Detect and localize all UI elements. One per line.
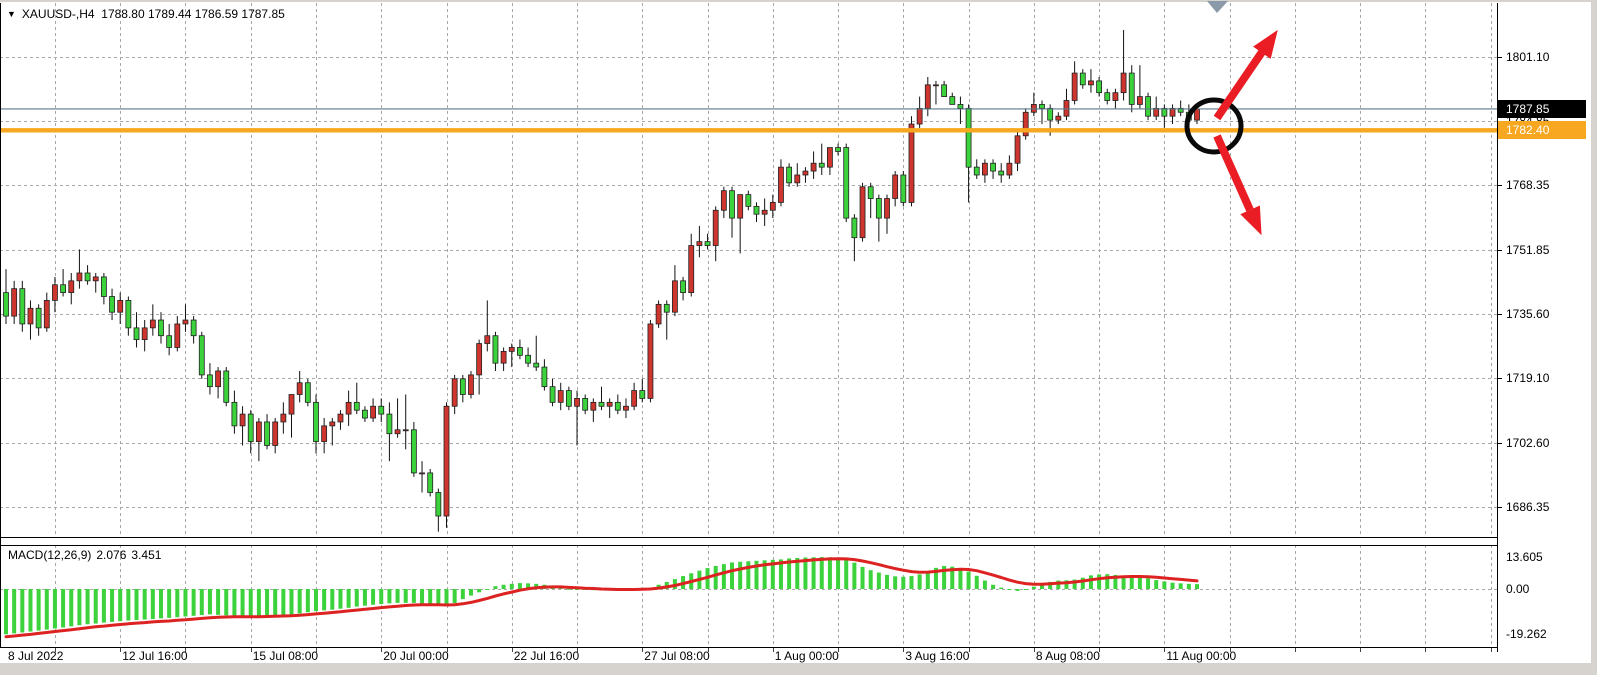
symbol-dropdown-icon: ▼	[7, 9, 16, 19]
macd-indicator-label: MACD(12,26,9) 2.076 3.451	[8, 548, 166, 562]
macd-main-value: 2.076	[96, 548, 127, 562]
time-axis-label: 12 Jul 16:00	[122, 649, 188, 663]
macd-axis-label: 0.00	[1506, 582, 1530, 596]
chart-shift-marker-icon	[1207, 1, 1228, 13]
macd-axis-label: -19.262	[1506, 627, 1547, 642]
macd-axis-label: 13.605	[1506, 550, 1543, 565]
highlight-circle-annotation[interactable]	[1184, 97, 1244, 155]
ohlc-values-label: 1788.80 1789.44 1786.59 1787.85	[101, 7, 285, 21]
current-price-tag: 1787.85	[1498, 99, 1586, 118]
price-axis-label: 1735.60	[1506, 306, 1550, 321]
time-axis-label: 22 Jul 16:00	[513, 649, 580, 663]
symbol-period-label: XAUUSD-,H4	[21, 7, 95, 21]
candles-layer	[3, 29, 1200, 532]
chart-frame	[0, 3, 1502, 652]
price-axis-label: 1719.10	[1506, 371, 1550, 386]
price-axis-label: 1801.10	[1506, 50, 1550, 64]
time-axis-label: 15 Jul 08:00	[252, 649, 319, 663]
up-arrow-annotation[interactable]	[1213, 29, 1278, 121]
down-arrow-annotation[interactable]	[1213, 134, 1262, 236]
time-axis-label: 27 Jul 08:00	[644, 649, 710, 663]
price-axis-label: 1702.60	[1506, 436, 1550, 451]
window-border-top	[0, 0, 1597, 2]
window-border-bottom	[0, 663, 1597, 675]
chart-title: ▼ XAUUSD-,H4 1788.80 1789.44 1786.59 1787…	[7, 7, 285, 21]
price-axis-label: 1768.35	[1506, 178, 1550, 193]
time-axis-label: 1 Aug 00:00	[774, 649, 839, 663]
window-border-right	[1591, 0, 1597, 675]
macd-layer	[4, 557, 1199, 639]
price-axis-label: 1686.35	[1506, 499, 1550, 514]
macd-name: MACD(12,26,9)	[8, 548, 92, 562]
time-axis-label: 20 Jul 00:00	[383, 649, 449, 663]
price-axis-label: 1751.85	[1506, 243, 1550, 258]
macd-signal-value: 3.451	[131, 548, 162, 562]
time-axis-label: 11 Aug 00:00	[1166, 649, 1237, 663]
time-axis-label: 8 Aug 08:00	[1035, 649, 1100, 663]
time-axis-label: 3 Aug 16:00	[905, 649, 970, 663]
time-axis-label: 8 Jul 2022	[8, 649, 64, 663]
level-lines-layer	[0, 108, 1497, 133]
orange-level-tag: 1782.40	[1498, 121, 1586, 140]
